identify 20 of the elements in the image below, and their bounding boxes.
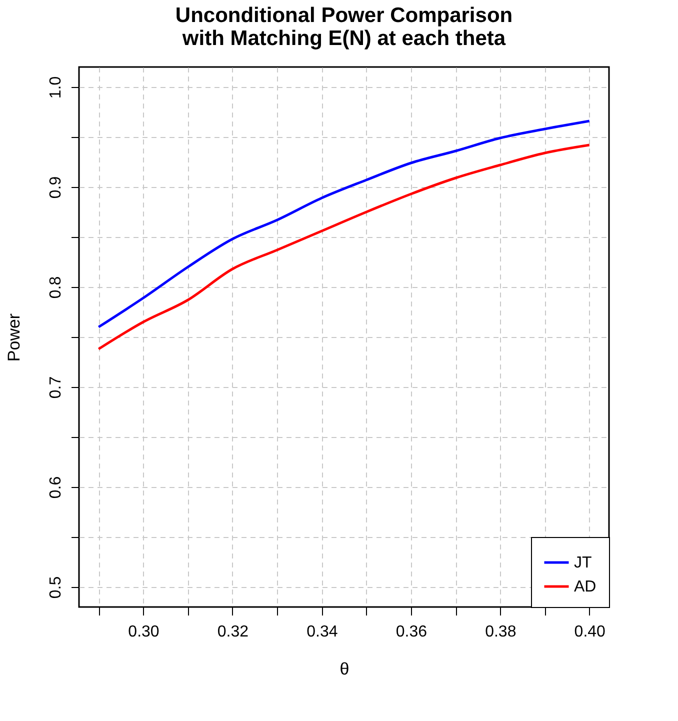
- y-tick-label: 0.6: [48, 476, 64, 499]
- y-tick-label: 0.9: [48, 176, 64, 199]
- y-tick-label: 0.5: [48, 576, 64, 599]
- text: with Matching E(N) at each theta: [182, 27, 506, 50]
- text: Unconditional Power Comparison: [175, 4, 513, 27]
- legend-label: AD: [574, 578, 596, 596]
- line-series: [97, 120, 591, 328]
- x-tick-label: 0.40: [574, 624, 606, 640]
- y-axis-title: Power: [4, 313, 24, 362]
- x-tick-label: 0.32: [217, 624, 249, 640]
- legend-label: JT: [574, 554, 592, 572]
- y-tick-label: 0.8: [48, 276, 64, 299]
- x-tick-label: 0.38: [485, 624, 516, 640]
- x-tick-label: 0.36: [396, 624, 428, 640]
- y-tick-label: 0.7: [48, 376, 64, 399]
- line-series: [97, 144, 591, 350]
- x-tick-label: 0.34: [306, 624, 338, 640]
- y-tick-label: 1.0: [48, 76, 64, 99]
- x-axis-title: θ: [340, 660, 350, 678]
- x-tick-label: 0.30: [128, 624, 160, 640]
